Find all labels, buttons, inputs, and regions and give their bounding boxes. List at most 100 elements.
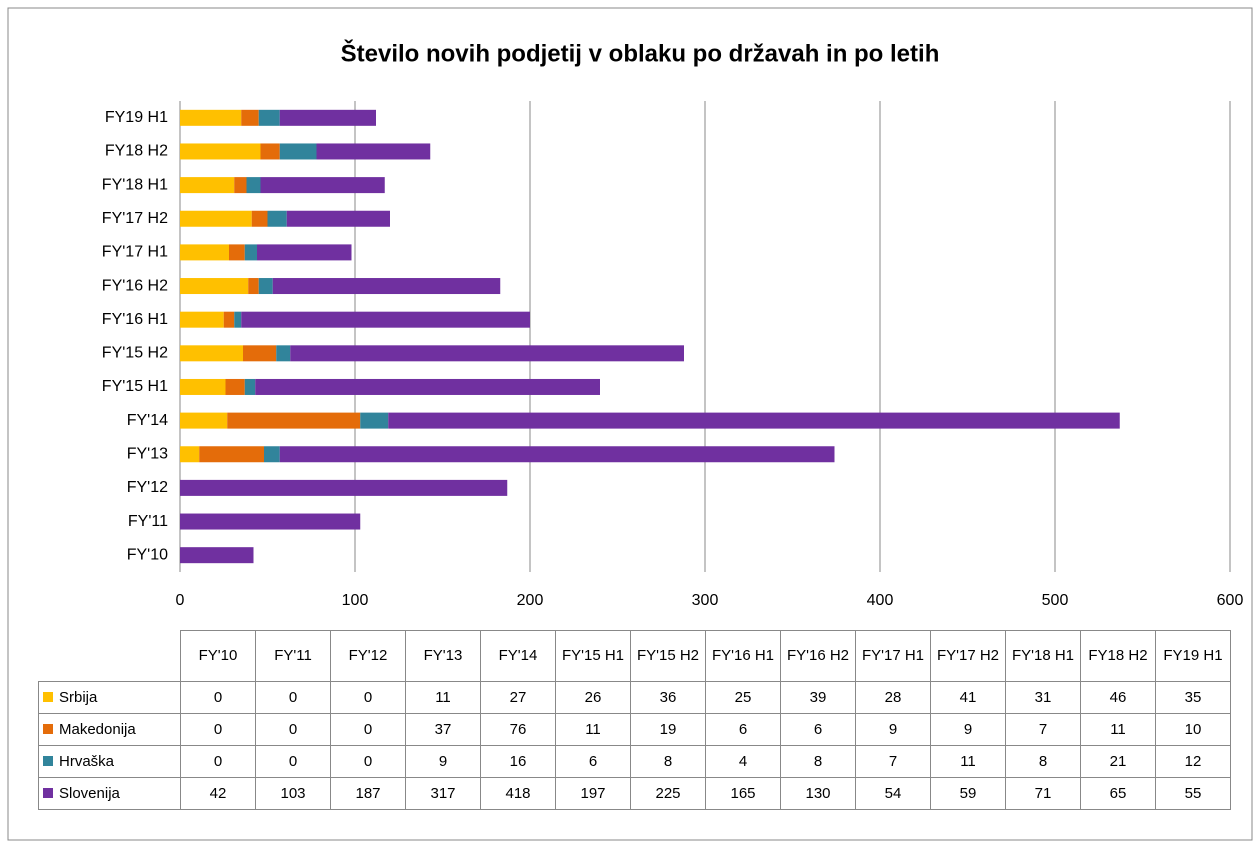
bar-segment xyxy=(227,412,361,429)
table-row-header: Makedonija xyxy=(38,713,181,746)
table-cell: 9 xyxy=(930,713,1006,746)
bar-segment xyxy=(223,311,235,328)
bar-segment xyxy=(276,345,291,362)
legend-label: Hrvaška xyxy=(59,753,115,770)
table-cell: 16 xyxy=(480,745,556,778)
bar-segment xyxy=(234,311,242,328)
bar-segment xyxy=(264,446,280,463)
table-row: Srbija 0 0 0 11 27 26 36 25 39 28 41 31 46 35 xyxy=(38,681,1231,714)
table-cell: 6 xyxy=(780,713,856,746)
table-cell: 11 xyxy=(930,745,1006,778)
table-cell: 0 xyxy=(180,745,256,778)
bar-segment xyxy=(251,210,268,227)
legend-label: Slovenija xyxy=(59,785,120,802)
bar-segment xyxy=(199,446,264,463)
table-cell: 165 xyxy=(705,777,781,810)
table-header-cell: FY'16 H2 xyxy=(780,630,856,682)
y-tick-label: FY19 H1 xyxy=(105,109,168,126)
table-row: Slovenija 42 103 187 317 418 197 225 165 130 54 59 7… xyxy=(38,777,1231,810)
bar-segment xyxy=(316,143,431,160)
bar-segment xyxy=(257,244,352,261)
bar-segment xyxy=(260,177,385,194)
table-cell: 55 xyxy=(1155,777,1231,810)
bar-segment xyxy=(180,311,224,328)
table-cell: 27 xyxy=(480,681,556,714)
bar-segment xyxy=(258,109,280,126)
x-tick-label: 400 xyxy=(867,592,894,609)
table-header-row: FY'10 FY'11 FY'12 FY'13 FY'14 FY'15 H1 FY'15 H… xyxy=(38,630,1231,682)
bar-segment xyxy=(286,210,390,227)
table-cell: 130 xyxy=(780,777,856,810)
bar-segment xyxy=(241,109,259,126)
y-tick-label: FY'13 xyxy=(127,445,168,462)
chart-frame xyxy=(7,7,1253,841)
table-cell: 54 xyxy=(855,777,931,810)
bar-segment xyxy=(180,446,200,463)
data-table: FY'10 FY'11 FY'12 FY'13 FY'14 FY'15 H1 FY'15 H… xyxy=(38,630,1231,810)
bar-segment xyxy=(255,378,600,395)
y-tick-label: FY'11 xyxy=(128,513,168,530)
bar-segment xyxy=(180,177,235,194)
table-cell: 42 xyxy=(180,777,256,810)
table-cell: 0 xyxy=(330,681,406,714)
bar-segment xyxy=(229,244,245,261)
table-cell: 28 xyxy=(855,681,931,714)
bar-segment xyxy=(243,345,277,362)
table-cell: 19 xyxy=(630,713,706,746)
table-cell: 36 xyxy=(630,681,706,714)
x-tick-label: 100 xyxy=(342,592,369,609)
table-header-cell: FY18 H2 xyxy=(1080,630,1156,682)
table-header-cell: FY'18 H1 xyxy=(1005,630,1081,682)
table-cell: 10 xyxy=(1155,713,1231,746)
legend-swatch xyxy=(43,692,53,702)
table-cell: 9 xyxy=(405,745,481,778)
table-cell: 11 xyxy=(405,681,481,714)
table-cell: 31 xyxy=(1005,681,1081,714)
table-cell: 0 xyxy=(255,713,331,746)
table-row-header: Srbija xyxy=(38,681,181,714)
table-cell: 46 xyxy=(1080,681,1156,714)
table-cell: 7 xyxy=(1005,713,1081,746)
table-header-cell: FY'15 H1 xyxy=(555,630,631,682)
y-tick-label: FY'16 H2 xyxy=(102,277,168,294)
bar-segment xyxy=(241,311,530,328)
table-cell: 0 xyxy=(330,713,406,746)
legend-swatch xyxy=(43,756,53,766)
table-row-header: Hrvaška xyxy=(38,745,181,778)
table-cell: 71 xyxy=(1005,777,1081,810)
table-cell: 65 xyxy=(1080,777,1156,810)
bar-segment xyxy=(180,278,249,295)
table-cell: 35 xyxy=(1155,681,1231,714)
table-header-cell: FY'12 xyxy=(330,630,406,682)
y-tick-label: FY18 H2 xyxy=(105,143,168,160)
legend-swatch xyxy=(43,788,53,798)
table-cell: 6 xyxy=(555,745,631,778)
table-cell: 7 xyxy=(855,745,931,778)
table-cell: 103 xyxy=(255,777,331,810)
bar-segment xyxy=(244,244,257,261)
table-header-cell: FY'15 H2 xyxy=(630,630,706,682)
legend-label: Makedonija xyxy=(59,721,136,738)
table-cell: 6 xyxy=(705,713,781,746)
bar-segment xyxy=(258,278,273,295)
table-cell: 418 xyxy=(480,777,556,810)
table-cell: 21 xyxy=(1080,745,1156,778)
bar-segment xyxy=(180,378,226,395)
bar-segment xyxy=(180,109,242,126)
table-cell: 8 xyxy=(1005,745,1081,778)
table-cell: 11 xyxy=(555,713,631,746)
bar-segment xyxy=(180,547,254,564)
table-cell: 8 xyxy=(630,745,706,778)
x-tick-label: 300 xyxy=(692,592,719,609)
y-tick-label: FY'15 H1 xyxy=(102,378,168,395)
legend-swatch xyxy=(43,724,53,734)
table-cell: 8 xyxy=(780,745,856,778)
table-cell: 0 xyxy=(180,681,256,714)
y-tick-label: FY'17 H2 xyxy=(102,210,168,227)
bar-segment xyxy=(180,479,508,496)
table-corner xyxy=(38,630,181,682)
table-cell: 0 xyxy=(180,713,256,746)
table-cell: 0 xyxy=(255,745,331,778)
x-tick-label: 0 xyxy=(176,592,185,609)
